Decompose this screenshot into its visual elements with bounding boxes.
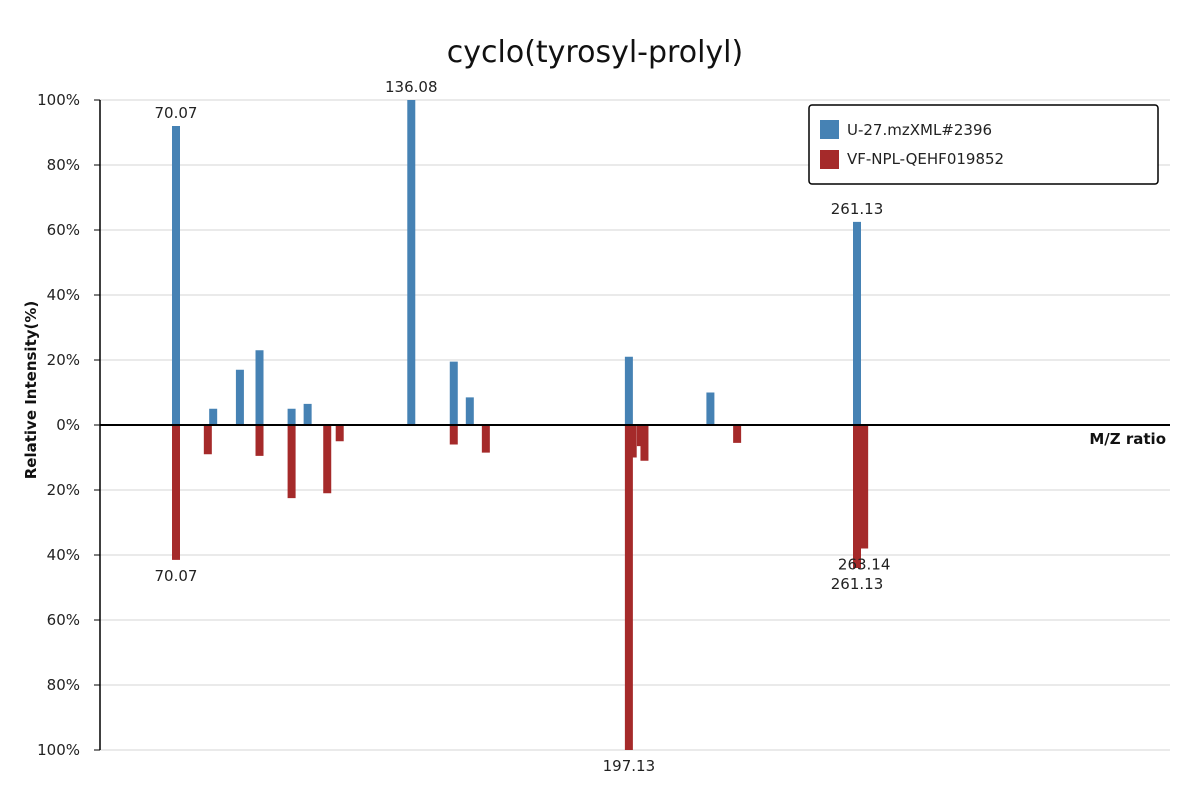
bar-reference: [853, 425, 861, 568]
y-tick-label: 40%: [47, 546, 80, 564]
bar-layer: [172, 100, 869, 750]
bar-reference: [733, 425, 742, 443]
y-tick-label: 80%: [47, 156, 80, 174]
y-axis-label: Relative Intensity(%): [22, 301, 40, 480]
bar-experimental: [624, 356, 633, 425]
legend: U-27.mzXML#2396 VF-NPL-QEHF019852: [808, 104, 1159, 185]
bar-experimental: [407, 100, 416, 425]
bar-experimental: [287, 408, 296, 425]
bar-experimental: [449, 361, 458, 425]
bar-reference: [640, 425, 649, 461]
bar-reference: [624, 425, 633, 750]
legend-swatch-series-2: [820, 150, 839, 169]
peak-label: 261.13: [831, 575, 884, 593]
bar-reference: [172, 425, 180, 560]
bar-reference: [449, 425, 458, 445]
bar-experimental: [255, 350, 264, 425]
y-tick-label: 60%: [47, 611, 80, 629]
chart-title: cyclo(tyrosyl-prolyl): [447, 35, 743, 70]
legend-label-series-2: VF-NPL-QEHF019852: [847, 150, 1004, 168]
y-tick-label: 20%: [47, 481, 80, 499]
peak-label: 263.14: [838, 556, 891, 574]
peak-label: 197.13: [603, 757, 656, 775]
legend-swatch-series-1: [820, 120, 839, 139]
y-tick-label: 100%: [37, 91, 80, 109]
bar-experimental: [706, 392, 715, 425]
bar-reference: [860, 425, 869, 549]
peak-label: 136.08: [385, 78, 438, 96]
peak-label: 70.07: [155, 104, 198, 122]
y-tick-label: 60%: [47, 221, 80, 239]
y-tick-label: 40%: [47, 286, 80, 304]
bar-experimental: [853, 221, 861, 425]
bar-reference: [481, 425, 490, 453]
y-axis-ticks: 100% 80% 60% 40% 20% 0% 20% 40% 60% 80% 100%: [37, 91, 100, 759]
bar-experimental: [235, 369, 244, 425]
bar-reference: [323, 425, 332, 494]
x-axis-label: M/Z ratio: [1089, 430, 1166, 448]
bar-experimental: [465, 397, 474, 425]
y-tick-label: 0%: [56, 416, 80, 434]
bar-reference: [335, 425, 344, 442]
y-tick-label: 100%: [37, 741, 80, 759]
bar-experimental: [172, 126, 180, 425]
y-tick-label: 80%: [47, 676, 80, 694]
legend-label-series-1: U-27.mzXML#2396: [847, 121, 992, 139]
grid-lines: [100, 99, 1170, 751]
y-tick-label: 20%: [47, 351, 80, 369]
bar-reference: [628, 425, 637, 458]
bar-experimental: [303, 403, 312, 425]
bar-reference: [287, 425, 296, 499]
legend-box: [808, 104, 1159, 185]
bar-reference: [255, 425, 264, 456]
peak-label: 261.13: [831, 200, 884, 218]
bar-experimental: [209, 408, 218, 425]
peak-label: 70.07: [155, 567, 198, 585]
bar-reference: [203, 425, 212, 455]
